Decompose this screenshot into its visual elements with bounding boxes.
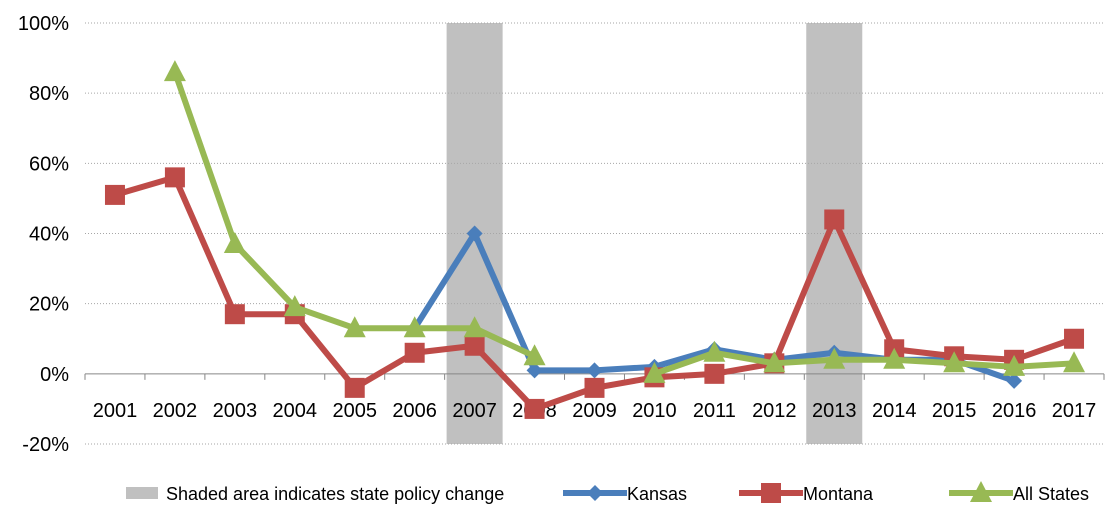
data-point-montana xyxy=(524,398,545,419)
legend-marker-montana xyxy=(761,483,781,503)
gridlines xyxy=(85,22,1104,445)
series-layer xyxy=(104,60,1086,419)
data-point-all-states xyxy=(643,361,666,383)
x-tick-label: 2013 xyxy=(812,400,857,422)
data-point-all-states xyxy=(1003,354,1026,376)
legend-label-kansas: Kansas xyxy=(627,484,687,504)
data-point-kansas xyxy=(586,362,603,379)
y-tick-label: 100% xyxy=(18,13,69,35)
data-point-montana xyxy=(164,167,185,188)
x-tick-label: 2011 xyxy=(693,400,736,422)
legend-marker-kansas xyxy=(587,485,603,501)
data-point-all-states xyxy=(523,344,546,366)
data-point-all-states xyxy=(943,351,966,373)
data-point-kansas xyxy=(1006,372,1023,389)
x-tick-label: 2016 xyxy=(992,400,1037,422)
data-point-all-states xyxy=(1063,351,1086,373)
series-line-all-states xyxy=(653,349,1075,377)
x-tick-label: 2001 xyxy=(93,400,138,422)
data-point-montana xyxy=(224,304,245,325)
data-point-montana xyxy=(344,377,365,398)
data-point-montana xyxy=(704,363,725,384)
data-point-montana xyxy=(824,209,845,230)
y-tick-label: 20% xyxy=(29,294,69,316)
x-tick-label: 2009 xyxy=(572,400,617,422)
series-all-states xyxy=(163,60,1086,383)
legend: Shaded area indicates state policy chang… xyxy=(126,481,1089,504)
legend-label-shaded: Shaded area indicates state policy chang… xyxy=(166,484,504,504)
x-tick-label: 2015 xyxy=(932,400,977,422)
data-point-all-states xyxy=(823,347,846,369)
data-point-montana xyxy=(404,342,425,363)
data-point-all-states xyxy=(463,316,486,338)
y-tick-label: 40% xyxy=(29,224,69,246)
data-point-montana xyxy=(1064,328,1085,349)
data-point-all-states xyxy=(343,316,366,338)
x-tick-label: 2004 xyxy=(273,400,318,422)
y-axis: -20% 0% 20% 40% 60% 80% 100% xyxy=(18,13,69,456)
x-tick-label: 2012 xyxy=(752,400,797,422)
x-tick-label: 2014 xyxy=(872,400,917,422)
x-tick-label: 2006 xyxy=(392,400,437,422)
x-tick-label: 2003 xyxy=(213,400,258,422)
data-point-kansas xyxy=(466,225,483,242)
x-tick-label: 2017 xyxy=(1052,400,1097,422)
x-tick-label: 2007 xyxy=(452,400,497,422)
legend-marker-all-states xyxy=(970,481,992,502)
legend-swatch-shaded xyxy=(126,487,158,499)
legend-label-montana: Montana xyxy=(803,484,874,504)
y-tick-label: 0% xyxy=(40,364,69,386)
data-point-montana xyxy=(464,335,485,356)
series-montana xyxy=(104,167,1085,419)
data-point-kansas xyxy=(526,362,543,379)
x-tick-label: 2002 xyxy=(153,400,198,422)
x-tick-label: 2005 xyxy=(332,400,377,422)
y-tick-label: 80% xyxy=(29,83,69,105)
data-point-all-states xyxy=(703,340,726,362)
data-point-all-states xyxy=(163,60,186,82)
data-point-all-states xyxy=(403,316,426,338)
data-point-all-states xyxy=(883,347,906,369)
data-point-all-states xyxy=(763,351,786,373)
data-point-all-states xyxy=(223,232,246,254)
data-point-montana xyxy=(584,377,605,398)
data-point-montana xyxy=(104,184,125,205)
data-point-all-states xyxy=(283,295,306,317)
x-tick-label: 2010 xyxy=(632,400,677,422)
y-tick-label: 60% xyxy=(29,153,69,175)
y-tick-label: -20% xyxy=(22,434,69,456)
legend-label-all-states: All States xyxy=(1013,484,1089,504)
